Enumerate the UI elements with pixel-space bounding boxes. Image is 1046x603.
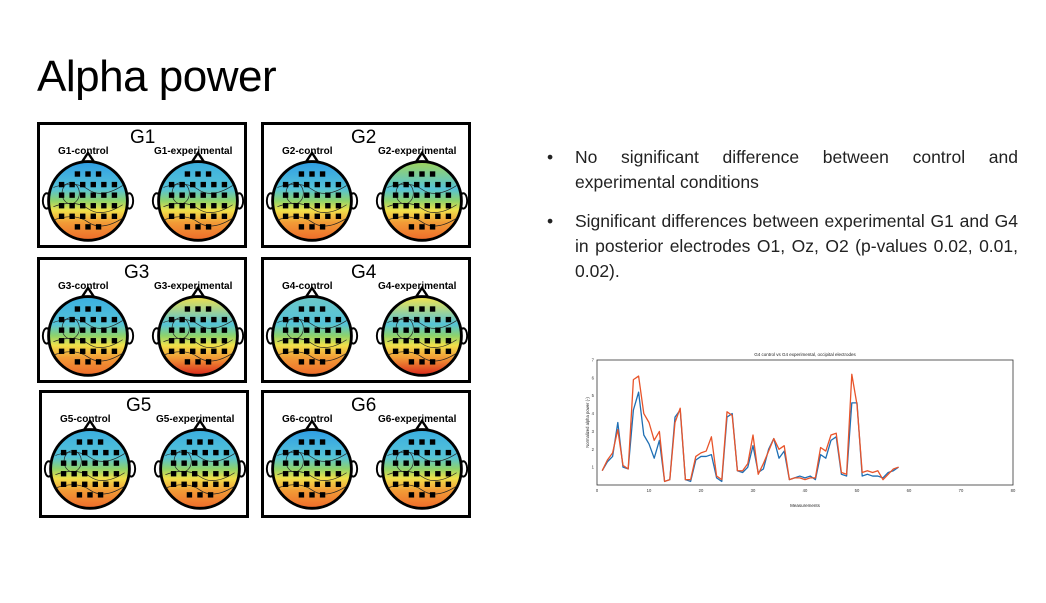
topomap-head [375, 150, 469, 242]
group-label: G6 [351, 395, 377, 416]
control-label: G5-control [60, 414, 111, 425]
bullet-item: • Significant differences between experi… [545, 209, 1018, 284]
experimental-label: G3-experimental [154, 281, 233, 292]
topomap-panel: G1 G1-control G1-experimental [37, 122, 247, 248]
topomap-head [265, 150, 359, 242]
x-tick-label: 50 [855, 488, 860, 493]
topomap-head [375, 418, 469, 510]
x-tick-label: 30 [751, 488, 756, 493]
y-tick-label: 6 [592, 375, 595, 380]
topomap-head [265, 285, 359, 377]
y-tick-label: 7 [592, 358, 595, 363]
group-label: G2 [351, 127, 377, 148]
y-tick-label: 3 [592, 429, 595, 434]
control-label: G4-control [282, 281, 333, 292]
series-line-control [601, 391, 899, 483]
y-tick-label: 2 [592, 447, 595, 452]
line-chart-svg: G4 control vs G4 experimental, occipital… [585, 352, 1016, 508]
topomap-head [153, 418, 247, 510]
y-tick-label: 1 [592, 465, 595, 470]
bullet-text: No significant difference between contro… [575, 147, 1018, 192]
plot-area [596, 359, 1014, 486]
experimental-label: G4-experimental [378, 281, 457, 292]
group-label: G1 [130, 127, 156, 148]
topomap-head [41, 285, 135, 377]
topomap-head [375, 285, 469, 377]
control-label: G1-control [58, 146, 109, 157]
topomap-panel: G4 G4-control G4-experimental [261, 257, 471, 383]
control-label: G2-control [282, 146, 333, 157]
bullet-item: • No significant difference between cont… [545, 145, 1018, 195]
x-tick-label: 70 [959, 488, 964, 493]
topomap-head [151, 285, 245, 377]
group-label: G5 [126, 395, 152, 416]
topomap-panel: G6 G6-control G6-experimental [261, 390, 471, 518]
topomap-panel: G2 G2-control G2-experimental [261, 122, 471, 248]
y-tick-label: 5 [592, 393, 595, 398]
experimental-label: G1-experimental [154, 146, 233, 157]
bullet-text: Significant differences between experime… [575, 211, 1018, 281]
bullet-list: • No significant difference between cont… [545, 145, 1018, 298]
y-axis-label: Normalized alpha power (-) [585, 397, 590, 448]
x-tick-label: 20 [699, 488, 704, 493]
line-chart: G4 control vs G4 experimental, occipital… [585, 348, 1025, 510]
topomap-head [43, 418, 137, 510]
topomap-head [41, 150, 135, 242]
group-label: G4 [351, 262, 377, 283]
chart-title: G4 control vs G4 experimental, occipital… [754, 352, 856, 357]
topomap-head [265, 418, 359, 510]
control-label: G3-control [58, 281, 109, 292]
experimental-label: G2-experimental [378, 146, 457, 157]
x-tick-label: 80 [1011, 488, 1016, 493]
group-label: G3 [124, 262, 150, 283]
x-tick-label: 0 [596, 488, 599, 493]
y-tick-label: 4 [592, 411, 595, 416]
series-line-experimental [601, 373, 899, 483]
experimental-label: G6-experimental [378, 414, 457, 425]
slide-title: Alpha power [37, 52, 277, 101]
x-tick-label: 10 [647, 488, 652, 493]
topomap-head [151, 150, 245, 242]
control-label: G6-control [282, 414, 333, 425]
bullet-dot: • [547, 211, 554, 231]
x-tick-label: 40 [803, 488, 808, 493]
x-axis-label: Measurements [790, 503, 821, 508]
topomap-panel: G5 G5-control G5-experimental [39, 390, 249, 518]
x-tick-label: 60 [907, 488, 912, 493]
bullet-dot: • [547, 147, 554, 167]
topomap-panel: G3 G3-control G3-experimental [37, 257, 247, 383]
experimental-label: G5-experimental [156, 414, 235, 425]
